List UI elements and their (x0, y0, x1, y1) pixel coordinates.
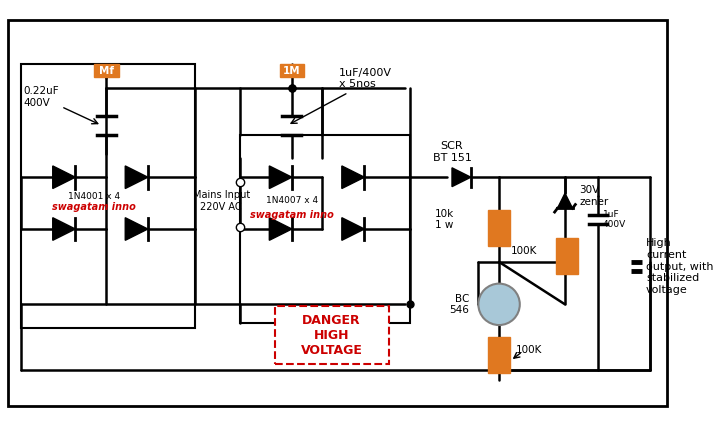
Text: 1N4007 x 4: 1N4007 x 4 (266, 196, 318, 205)
Text: 1uF/400V
x 5nos: 1uF/400V x 5nos (339, 68, 392, 89)
Polygon shape (270, 166, 292, 189)
Bar (280, 64, 304, 78)
Text: 100K: 100K (511, 246, 537, 256)
Polygon shape (53, 166, 75, 189)
Bar (556, 239, 578, 274)
Bar (488, 210, 511, 246)
FancyBboxPatch shape (275, 306, 389, 364)
Polygon shape (342, 218, 364, 240)
Circle shape (478, 284, 520, 325)
Bar (240, 135, 409, 323)
Text: 0.22uF
400V: 0.22uF 400V (24, 86, 60, 108)
Bar (488, 337, 511, 373)
Polygon shape (342, 166, 364, 189)
Text: Mains Input
220V AC: Mains Input 220V AC (193, 190, 250, 212)
Text: High
current
output, with
stabilized
voltage: High current output, with stabilized vol… (646, 239, 713, 295)
Polygon shape (125, 166, 148, 189)
Polygon shape (557, 193, 572, 208)
Text: Mf: Mf (99, 66, 114, 76)
Text: 1N4001 x 4: 1N4001 x 4 (68, 192, 120, 201)
Polygon shape (270, 218, 292, 240)
Polygon shape (452, 168, 471, 187)
Polygon shape (125, 218, 148, 240)
Text: DANGER
HIGH
VOLTAGE: DANGER HIGH VOLTAGE (300, 314, 362, 357)
Bar (21, 64, 195, 328)
Bar (94, 64, 118, 78)
Text: 1uF
400V: 1uF 400V (603, 210, 626, 229)
Text: 100K: 100K (516, 345, 542, 354)
Text: swagatam inno: swagatam inno (52, 202, 136, 212)
Text: 1M: 1M (283, 66, 300, 76)
Text: swagatam inno: swagatam inno (250, 210, 334, 220)
Text: 10k
1 w: 10k 1 w (435, 209, 455, 230)
Text: BC
546: BC 546 (449, 294, 469, 315)
Text: 30V
zener: 30V zener (579, 185, 608, 207)
Polygon shape (53, 218, 75, 240)
Text: SCR
BT 151: SCR BT 151 (432, 141, 472, 163)
